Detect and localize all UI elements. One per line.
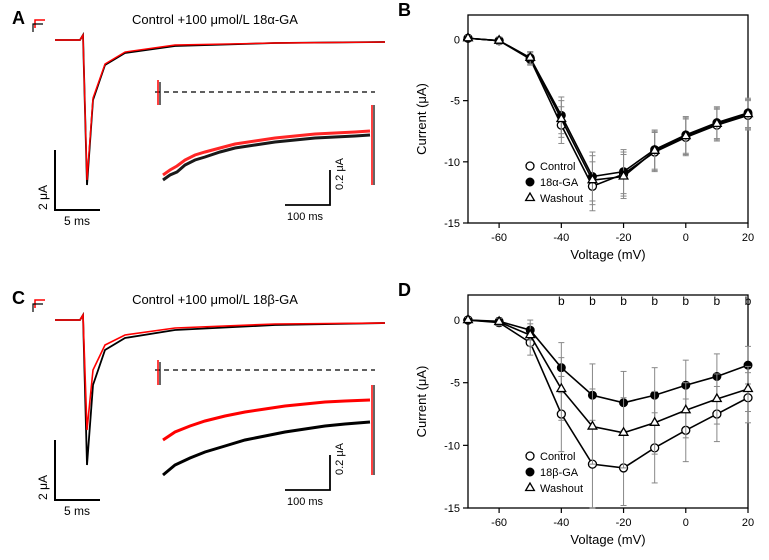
svg-text:Control: Control xyxy=(540,161,575,173)
svg-text:20: 20 xyxy=(742,517,754,529)
svg-text:-15: -15 xyxy=(444,503,460,515)
panel-a-xsb: 5 ms xyxy=(64,214,90,228)
svg-text:b: b xyxy=(714,294,721,308)
panel-a-inset-ysb: 0.2 μA xyxy=(334,157,346,190)
panel-c-title: Control +100 μmol/L 18β-GA xyxy=(132,292,298,307)
svg-text:Voltage (mV): Voltage (mV) xyxy=(570,532,645,547)
svg-text:-10: -10 xyxy=(444,157,460,169)
panel-d-svg: -60 -40 -20 0 20 -15 -10 -5 0 Voltage (mV) Current… xyxy=(410,285,760,550)
svg-text:Current (μA): Current (μA) xyxy=(414,366,429,438)
panel-a-inset-xsb: 100 ms xyxy=(287,211,324,223)
panel-c-inset-xsb: 100 ms xyxy=(287,496,324,508)
svg-text:-60: -60 xyxy=(491,517,507,529)
svg-text:-60: -60 xyxy=(491,232,507,244)
panel-c-xsb: 5 ms xyxy=(64,504,90,518)
svg-text:18α-GA: 18α-GA xyxy=(540,177,579,189)
panel-b: -60 -40 -20 0 20 -15 -10 -5 0 Voltage (mV) Current… xyxy=(410,5,760,265)
svg-text:0: 0 xyxy=(683,232,689,244)
svg-text:-40: -40 xyxy=(553,232,569,244)
svg-text:b: b xyxy=(620,294,627,308)
svg-text:0: 0 xyxy=(683,517,689,529)
panel-a-title: Control +100 μmol/L 18α-GA xyxy=(132,12,298,27)
svg-text:Current (μA): Current (μA) xyxy=(414,83,429,155)
svg-text:-20: -20 xyxy=(616,517,632,529)
svg-text:Voltage (mV): Voltage (mV) xyxy=(570,247,645,262)
svg-text:-5: -5 xyxy=(450,96,460,108)
svg-text:-20: -20 xyxy=(616,232,632,244)
panel-a-ysb: 2 μA xyxy=(36,185,50,210)
svg-text:b: b xyxy=(589,294,596,308)
panel-c-ysb: 2 μA xyxy=(36,475,50,500)
svg-text:b: b xyxy=(745,294,752,308)
svg-text:b: b xyxy=(558,294,565,308)
panel-a: Control +100 μmol/L 18α-GA 2 μA 5 ms 0.2… xyxy=(25,10,395,260)
panel-b-svg: -60 -40 -20 0 20 -15 -10 -5 0 Voltage (mV) Current… xyxy=(410,5,760,265)
svg-text:-40: -40 xyxy=(553,517,569,529)
svg-text:Washout: Washout xyxy=(540,193,583,205)
svg-text:20: 20 xyxy=(742,232,754,244)
panel-d: -60 -40 -20 0 20 -15 -10 -5 0 Voltage (mV) Current… xyxy=(410,285,760,550)
svg-text:b: b xyxy=(682,294,689,308)
svg-text:Control: Control xyxy=(540,451,575,463)
panel-c: Control +100 μmol/L 18β-GA 2 μA 5 ms 0.2… xyxy=(25,290,395,545)
panel-c-label: C xyxy=(12,288,25,309)
svg-text:b: b xyxy=(651,294,658,308)
svg-text:-10: -10 xyxy=(444,440,460,452)
svg-text:Washout: Washout xyxy=(540,483,583,495)
svg-text:0: 0 xyxy=(454,315,460,327)
panel-a-svg: Control +100 μmol/L 18α-GA 2 μA 5 ms 0.2… xyxy=(25,10,395,260)
panel-a-label: A xyxy=(12,8,25,29)
panel-c-inset-ysb: 0.2 μA xyxy=(334,442,346,475)
svg-text:-15: -15 xyxy=(444,218,460,230)
svg-text:0: 0 xyxy=(454,34,460,46)
svg-text:-5: -5 xyxy=(450,378,460,390)
svg-text:18β-GA: 18β-GA xyxy=(540,467,579,479)
panel-c-svg: Control +100 μmol/L 18β-GA 2 μA 5 ms 0.2… xyxy=(25,290,395,545)
